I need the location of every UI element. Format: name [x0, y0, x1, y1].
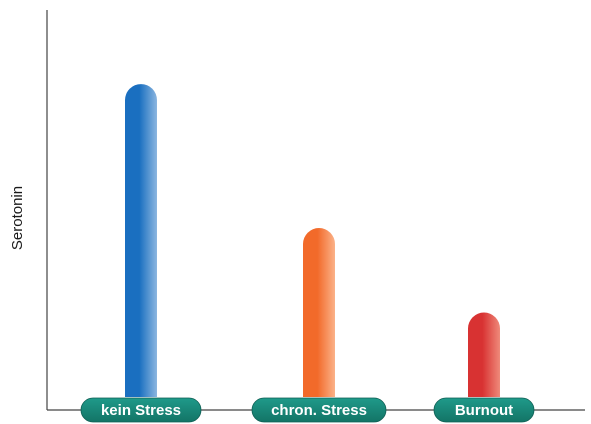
category-label-2: Burnout [455, 402, 513, 419]
category-label-0: kein Stress [101, 402, 181, 419]
bar-0 [125, 84, 157, 397]
category-pill-0 [80, 397, 202, 423]
bar-1 [303, 228, 335, 397]
bar-2 [468, 312, 500, 397]
y-axis-label: Serotonin [9, 186, 26, 250]
category-label-1: chron. Stress [271, 402, 367, 419]
category-pill-2 [433, 397, 535, 423]
category-pill-1 [251, 397, 387, 423]
